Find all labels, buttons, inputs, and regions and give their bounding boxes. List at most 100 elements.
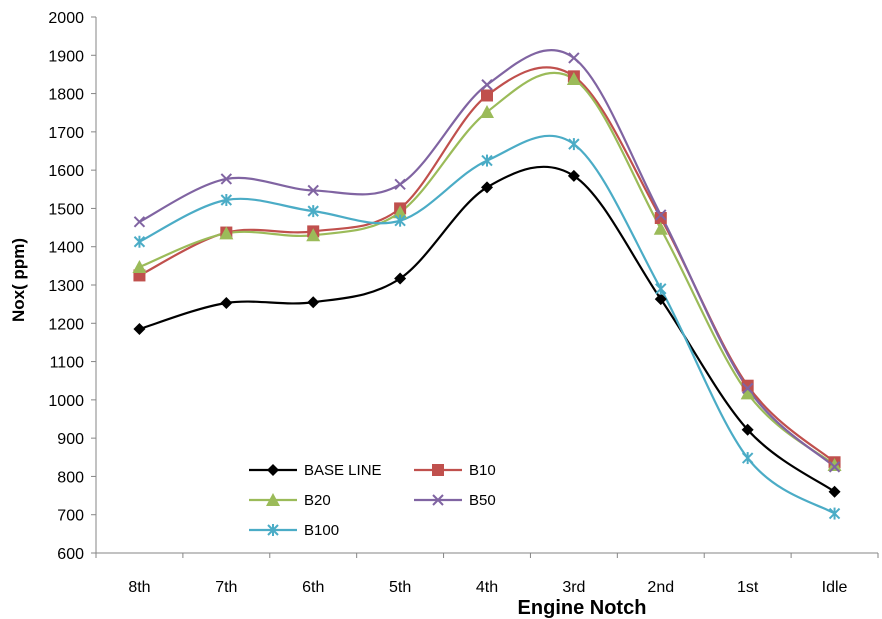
- data-point-b50: [568, 52, 580, 64]
- marker-stroke: [481, 79, 493, 91]
- legend-item-b100: B100: [249, 522, 339, 539]
- y-tick-label: 1200: [48, 316, 84, 333]
- data-point-base-line: [133, 323, 146, 336]
- y-tick-label: 2000: [48, 10, 84, 27]
- data-point-b100: [133, 235, 146, 248]
- x-tick-label: 2nd: [647, 579, 674, 596]
- data-point-b100: [481, 154, 493, 167]
- x-tick-label: 3rd: [562, 579, 585, 596]
- series-line-b20: [139, 71, 836, 466]
- legend-label: B100: [304, 522, 339, 539]
- y-tick-label: 1700: [48, 125, 84, 142]
- marker-stroke: [307, 184, 319, 197]
- y-tick-label: 1600: [48, 163, 84, 180]
- series-line-b50: [138, 48, 836, 468]
- x-axis: 8th 7th 6th 5th 4th 3rd 2nd 1st Idle: [95, 552, 879, 596]
- data-point-b100: [220, 194, 233, 207]
- data-point-b50: [828, 461, 841, 473]
- data-point-b20: [306, 228, 321, 242]
- data-point-b20: [219, 226, 234, 240]
- x-tick-label: Idle: [822, 579, 848, 596]
- data-point-base-line: [394, 272, 407, 285]
- data-point-b20: [653, 221, 668, 235]
- y-tick-label: 1500: [48, 201, 84, 218]
- data-point-b100: [568, 138, 580, 151]
- legend-label: BASE LINE: [304, 462, 382, 479]
- data-point-b20: [393, 205, 408, 219]
- data-point-b100: [307, 205, 319, 218]
- data-point-b100: [741, 452, 754, 465]
- legend-item-b10: B10: [414, 462, 496, 479]
- y-tick-label: 800: [57, 469, 84, 486]
- data-point-base-line: [828, 485, 841, 498]
- marker-stroke: [655, 209, 667, 221]
- data-point-b20: [827, 457, 842, 471]
- y-tick-label: 1400: [48, 240, 84, 257]
- marker-stroke: [220, 173, 233, 185]
- data-point-b100: [828, 507, 841, 520]
- x-axis-title: Engine Notch: [518, 597, 647, 619]
- marker-stroke: [133, 216, 146, 228]
- legend: BASE LINE B10 B20 B50 B100: [249, 462, 496, 539]
- y-tick-label: 900: [57, 431, 84, 448]
- data-point-b50: [394, 178, 406, 191]
- x-tick-label: 4th: [476, 579, 498, 596]
- data-point-base-line: [654, 293, 667, 306]
- data-point-b10: [654, 212, 667, 224]
- data-point-b10: [481, 89, 493, 102]
- legend-label: B10: [469, 462, 496, 479]
- marker-stroke: [741, 382, 754, 395]
- legend-label: B50: [469, 492, 496, 509]
- data-point-b50: [133, 216, 146, 228]
- x-tick-label: 7th: [215, 579, 237, 596]
- x-tick-label: 8th: [128, 579, 150, 596]
- data-point-b20: [132, 260, 147, 274]
- data-point-b50: [307, 184, 319, 197]
- y-tick-label: 700: [57, 508, 84, 525]
- y-tick-label: 1100: [50, 355, 85, 372]
- series-line-b100: [138, 134, 836, 515]
- data-point-b100: [655, 282, 667, 295]
- legend-swatch-marker: [267, 464, 279, 476]
- y-axis-title: Nox( ppm): [9, 238, 28, 322]
- data-point-base-line: [307, 296, 320, 309]
- data-point-b20: [740, 386, 755, 400]
- y-tick-label: 1300: [48, 278, 84, 295]
- x-tick-label: 5th: [389, 579, 411, 596]
- legend-swatch-marker: [432, 494, 444, 506]
- y-axis: 600 700 800 900 1000 1100 1200 1300 1400 1500 1600…: [48, 10, 97, 563]
- data-point-b20: [480, 104, 494, 118]
- data-point-base-line: [481, 181, 493, 194]
- data-point-b100: [394, 214, 406, 227]
- data-point-base-line: [220, 296, 233, 309]
- series-line-b10: [138, 66, 836, 464]
- legend-item-b20: B20: [249, 492, 331, 509]
- y-tick-label: 1000: [48, 393, 84, 410]
- marker-stroke: [394, 178, 406, 191]
- legend-swatch-marker: [267, 524, 279, 536]
- y-tick-label: 1900: [48, 48, 84, 65]
- plot-area: [132, 48, 842, 520]
- marker-stroke: [828, 461, 841, 473]
- data-point-base-line: [741, 423, 754, 436]
- legend-swatch-marker: [432, 464, 444, 476]
- y-tick-label: 1800: [48, 87, 84, 104]
- data-point-b50: [741, 382, 754, 395]
- data-point-base-line: [567, 169, 580, 182]
- x-tick-label: 6th: [302, 579, 324, 596]
- data-point-b10: [741, 379, 754, 392]
- legend-item-base-line: BASE LINE: [249, 462, 382, 479]
- legend-item-b50: B50: [414, 492, 496, 509]
- legend-swatch-marker: [266, 493, 280, 506]
- series-line-base-line: [139, 165, 836, 493]
- y-tick-label: 600: [57, 546, 84, 563]
- marker-stroke: [432, 494, 444, 506]
- data-point-b50: [655, 209, 667, 221]
- data-point-b50: [481, 79, 493, 91]
- marker-stroke: [568, 52, 580, 64]
- x-tick-label: 1st: [737, 579, 759, 596]
- legend-label: B20: [304, 492, 331, 509]
- data-point-b20: [566, 72, 581, 86]
- data-point-b50: [220, 173, 233, 185]
